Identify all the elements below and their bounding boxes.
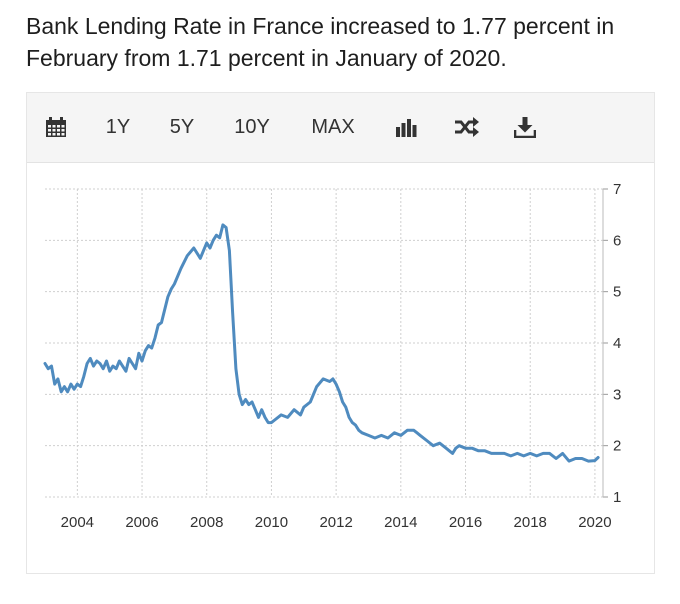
x-tick-label: 2010	[255, 514, 288, 531]
x-tick-label: 2012	[319, 514, 352, 531]
x-tick-label: 2008	[190, 514, 223, 531]
bar-chart-icon[interactable]	[395, 116, 417, 143]
range-max-button[interactable]: MAX	[311, 116, 355, 138]
line-chart: 1 2 3 4 5 6 7 2004 2006 2008 2010 2012 2014 2016 2018 2…	[43, 181, 621, 531]
headline: Bank Lending Rate in France increased to…	[26, 13, 615, 71]
series-line-0	[43, 223, 600, 463]
y-tick-label: 2	[613, 438, 621, 455]
y-tick-label: 6	[613, 232, 621, 249]
calendar-icon[interactable]	[45, 116, 67, 143]
y-tick-label: 7	[613, 181, 621, 198]
chart-toolbar: 1Y 5Y 10Y MAX	[27, 93, 654, 163]
x-tick-label: 2006	[125, 514, 158, 531]
download-icon[interactable]	[513, 116, 537, 143]
x-tick-label: 2020	[578, 514, 611, 531]
y-tick-label: 5	[613, 284, 621, 301]
x-tick-label: 2014	[384, 514, 417, 531]
shuffle-icon[interactable]	[454, 116, 480, 143]
x-tick-label: 2016	[449, 514, 482, 531]
range-10y-button[interactable]: 10Y	[234, 116, 270, 138]
x-tick-label: 2004	[61, 514, 94, 531]
range-5y-button[interactable]: 5Y	[169, 116, 195, 138]
x-tick-label: 2018	[514, 514, 547, 531]
y-tick-label: 3	[613, 386, 621, 403]
y-tick-label: 1	[613, 489, 621, 506]
range-1y-button[interactable]: 1Y	[105, 116, 131, 138]
y-tick-label: 4	[613, 335, 621, 352]
chart-card: 1Y 5Y 10Y MAX	[26, 92, 655, 574]
